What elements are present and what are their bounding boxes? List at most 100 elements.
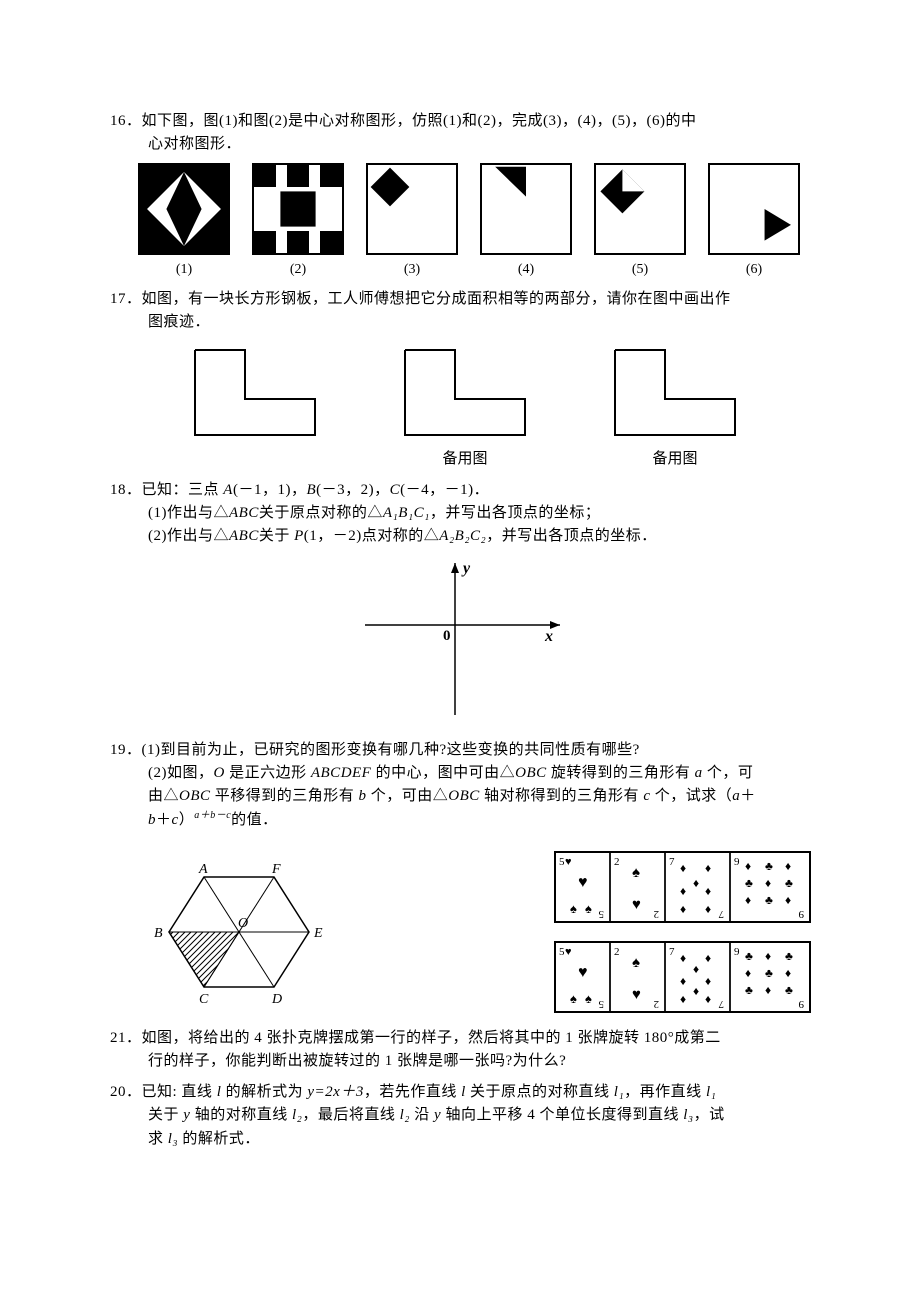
q21-line1: 21．如图，将给出的 4 张扑克牌摆成第一行的样子，然后将其中的 1 张牌旋转 … [110, 1027, 820, 1050]
svg-text:2: 2 [614, 946, 620, 958]
svg-text:♣: ♣ [745, 876, 753, 890]
q21-line2: 行的样子，你能判断出被旋转过的 1 张牌是哪一张吗?为什么? [110, 1050, 820, 1073]
svg-text:♦: ♦ [693, 962, 699, 976]
svg-text:♣: ♣ [785, 983, 793, 997]
q21-num: 21． [110, 1030, 142, 1046]
svg-text:7: 7 [718, 998, 724, 1010]
svg-text:♣: ♣ [745, 949, 753, 963]
svg-text:♦: ♦ [745, 859, 751, 873]
q19-line1: 19．(1)到目前为止，已研究的图形变换有哪几种?这些变换的共同性质有哪些? [110, 739, 820, 762]
q19-line2: (2)如图，O 是正六边形 ABCDEF 的中心，图中可由△OBC 旋转得到的三… [110, 762, 820, 785]
svg-text:♦: ♦ [693, 984, 699, 998]
svg-text:E: E [313, 926, 323, 941]
q20-line3: 求 l₃ 的解析式． [110, 1128, 820, 1151]
backup-label-1: 备用图 [442, 448, 487, 471]
square-3 [366, 163, 458, 255]
q16-figure-row: (1) (2) [110, 163, 820, 281]
svg-text:♦: ♦ [680, 861, 686, 875]
hexagon-figure: A F E D C B O [144, 847, 334, 1017]
fig16-6: (6) [708, 163, 800, 281]
svg-text:5: 5 [598, 998, 604, 1010]
y-axis-label: y [461, 560, 471, 577]
fig16-1-label: (1) [176, 259, 192, 281]
L-svg-2 [400, 345, 530, 440]
square-4 [480, 163, 572, 255]
svg-text:2: 2 [614, 856, 620, 868]
fig16-5-label: (5) [632, 259, 648, 281]
square-6 [708, 163, 800, 255]
svg-text:9: 9 [734, 856, 740, 868]
svg-text:♠: ♠ [570, 901, 577, 916]
svg-text:♦: ♦ [680, 951, 686, 965]
svg-text:♠: ♠ [585, 991, 592, 1006]
square-1 [138, 163, 230, 255]
svg-text:♦: ♦ [680, 902, 686, 916]
svg-text:♦: ♦ [705, 861, 711, 875]
square-2 [252, 163, 344, 255]
svg-text:♦: ♦ [680, 974, 686, 988]
q17-line1: 17．如图，有一块长方形钢板，工人师傅想把它分成面积相等的两部分，请你在图中画出… [110, 288, 820, 311]
svg-text:♣: ♣ [765, 966, 773, 980]
q17-figure-row: 备用图 备用图 [110, 345, 820, 471]
q19-line3: 由△OBC 平移得到的三角形有 b 个，可由△OBC 轴对称得到的三角形有 c … [110, 785, 820, 808]
svg-text:♣: ♣ [765, 859, 773, 873]
svg-text:♠: ♠ [585, 901, 592, 916]
q16-line2: 心对称图形． [110, 133, 820, 156]
svg-text:♥: ♥ [632, 987, 641, 1003]
q18-line1: 18．已知：三点 A(－1，1)，B(－3，2)，C(－4，－1)． [110, 479, 820, 502]
svg-text:F: F [271, 862, 281, 877]
backup-label-2: 备用图 [652, 448, 697, 471]
q20-num: 20． [110, 1084, 142, 1100]
svg-text:♦: ♦ [680, 884, 686, 898]
svg-text:♦: ♦ [705, 902, 711, 916]
svg-text:C: C [199, 992, 209, 1007]
svg-text:♦: ♦ [785, 859, 791, 873]
svg-text:O: O [238, 916, 248, 931]
q17-line2: 图痕迹． [110, 311, 820, 334]
svg-text:♦: ♦ [745, 966, 751, 980]
q18-num: 18． [110, 482, 142, 498]
fig16-3-label: (3) [404, 259, 420, 281]
L-shape-2: 备用图 [400, 345, 530, 471]
fig16-6-label: (6) [746, 259, 762, 281]
L-svg-1 [190, 345, 320, 440]
q19-line4: b＋c）a＋b－c的值． [110, 808, 820, 832]
svg-text:♣: ♣ [785, 876, 793, 890]
q17-num: 17． [110, 291, 142, 307]
q18-sub1: (1)作出与△ABC关于原点对称的△A₁B₁C₁，并写出各顶点的坐标； [110, 502, 820, 525]
fig16-2-label: (2) [290, 259, 306, 281]
svg-text:♦: ♦ [765, 949, 771, 963]
svg-text:♦: ♦ [705, 992, 711, 1006]
fig16-3: (3) [366, 163, 458, 281]
svg-text:♠: ♠ [632, 865, 640, 881]
svg-text:♦: ♦ [693, 876, 699, 890]
svg-text:2: 2 [654, 908, 660, 920]
svg-text:♦: ♦ [745, 893, 751, 907]
svg-text:9: 9 [798, 908, 804, 920]
svg-text:A: A [198, 862, 208, 877]
svg-text:♥: ♥ [565, 946, 572, 958]
svg-text:7: 7 [669, 856, 675, 868]
svg-text:♣: ♣ [785, 949, 793, 963]
svg-text:♠: ♠ [632, 955, 640, 971]
fig16-2: (2) [252, 163, 344, 281]
L-shape-3: 备用图 [610, 345, 740, 471]
svg-text:♥: ♥ [565, 856, 572, 868]
svg-text:9: 9 [798, 998, 804, 1010]
svg-text:♥: ♥ [578, 964, 588, 981]
x-axis-label: x [544, 628, 553, 645]
q19-figures: A F E D C B O 5 ♥ ♥ ♠ ♠ 5 [110, 847, 820, 1017]
svg-text:♦: ♦ [785, 966, 791, 980]
svg-text:♣: ♣ [765, 893, 773, 907]
q16-num: 16． [110, 113, 142, 129]
q20-line2: 关于 y 轴的对称直线 l₂，最后将直线 l₂ 沿 y 轴向上平移 4 个单位长… [110, 1104, 820, 1127]
q18-axis: 0 x y [110, 555, 820, 725]
svg-text:♥: ♥ [632, 897, 641, 913]
L-shape-1 [190, 345, 320, 471]
svg-text:♠: ♠ [570, 991, 577, 1006]
svg-text:5: 5 [598, 908, 604, 920]
square-5 [594, 163, 686, 255]
svg-text:♣: ♣ [745, 983, 753, 997]
svg-text:9: 9 [734, 946, 740, 958]
cards-figure: 5 ♥ ♥ ♠ ♠ 5 2 ♠ ♥ 2 7 ♦ ♦ ♦ ♦ ♦ ♦ ♦ [550, 847, 820, 1017]
